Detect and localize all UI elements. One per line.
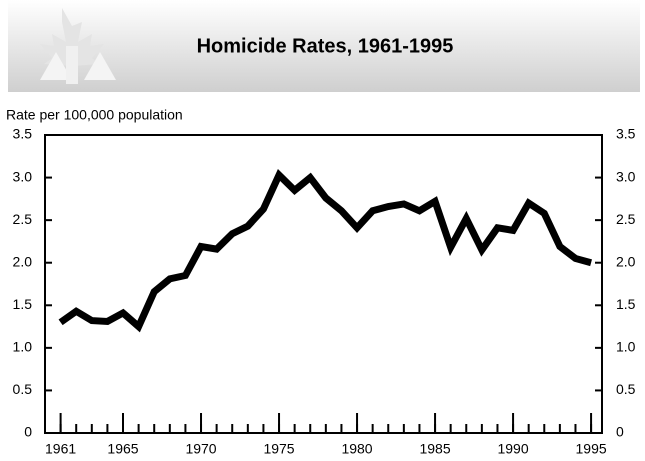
y2-tick-label: 1.0: [616, 339, 636, 355]
x-tick-label: 1980: [341, 441, 372, 457]
x-tick-label: 1965: [107, 441, 138, 457]
logo: [40, 8, 116, 84]
x-tick-label: 1995: [576, 441, 607, 457]
data-line: [58, 169, 592, 333]
x-tick-label: 1985: [419, 441, 450, 457]
y-tick-label: 2.0: [13, 253, 33, 269]
y2-tick-label: 1.5: [616, 296, 636, 312]
y2-tick-label: 2.5: [616, 211, 636, 227]
y2-tick-label: 0.5: [616, 381, 636, 397]
y2-tick-label: 2.0: [616, 253, 636, 269]
chart-title: Homicide Rates, 1961-1995: [197, 35, 454, 57]
y-tick-label: 0: [24, 424, 32, 440]
x-tick-label: 1975: [263, 441, 294, 457]
y2-tick-label: 0: [616, 424, 624, 440]
y-axis-label: Rate per 100,000 population: [6, 107, 183, 123]
x-tick-label: 1990: [497, 441, 528, 457]
plot-frame: [44, 134, 603, 434]
y2-tick-label: 3.0: [616, 168, 636, 184]
y-tick-label: 3.5: [13, 126, 33, 142]
x-tick-label: 1961: [45, 441, 76, 457]
y2-tick-label: 3.5: [616, 126, 636, 142]
y-tick-label: 1.0: [13, 339, 33, 355]
y-tick-label: 3.0: [13, 168, 33, 184]
x-tick-label: 1970: [185, 441, 216, 457]
y-tick-label: 0.5: [13, 381, 33, 397]
y-tick-label: 2.5: [13, 211, 33, 227]
y-tick-label: 1.5: [13, 296, 33, 312]
